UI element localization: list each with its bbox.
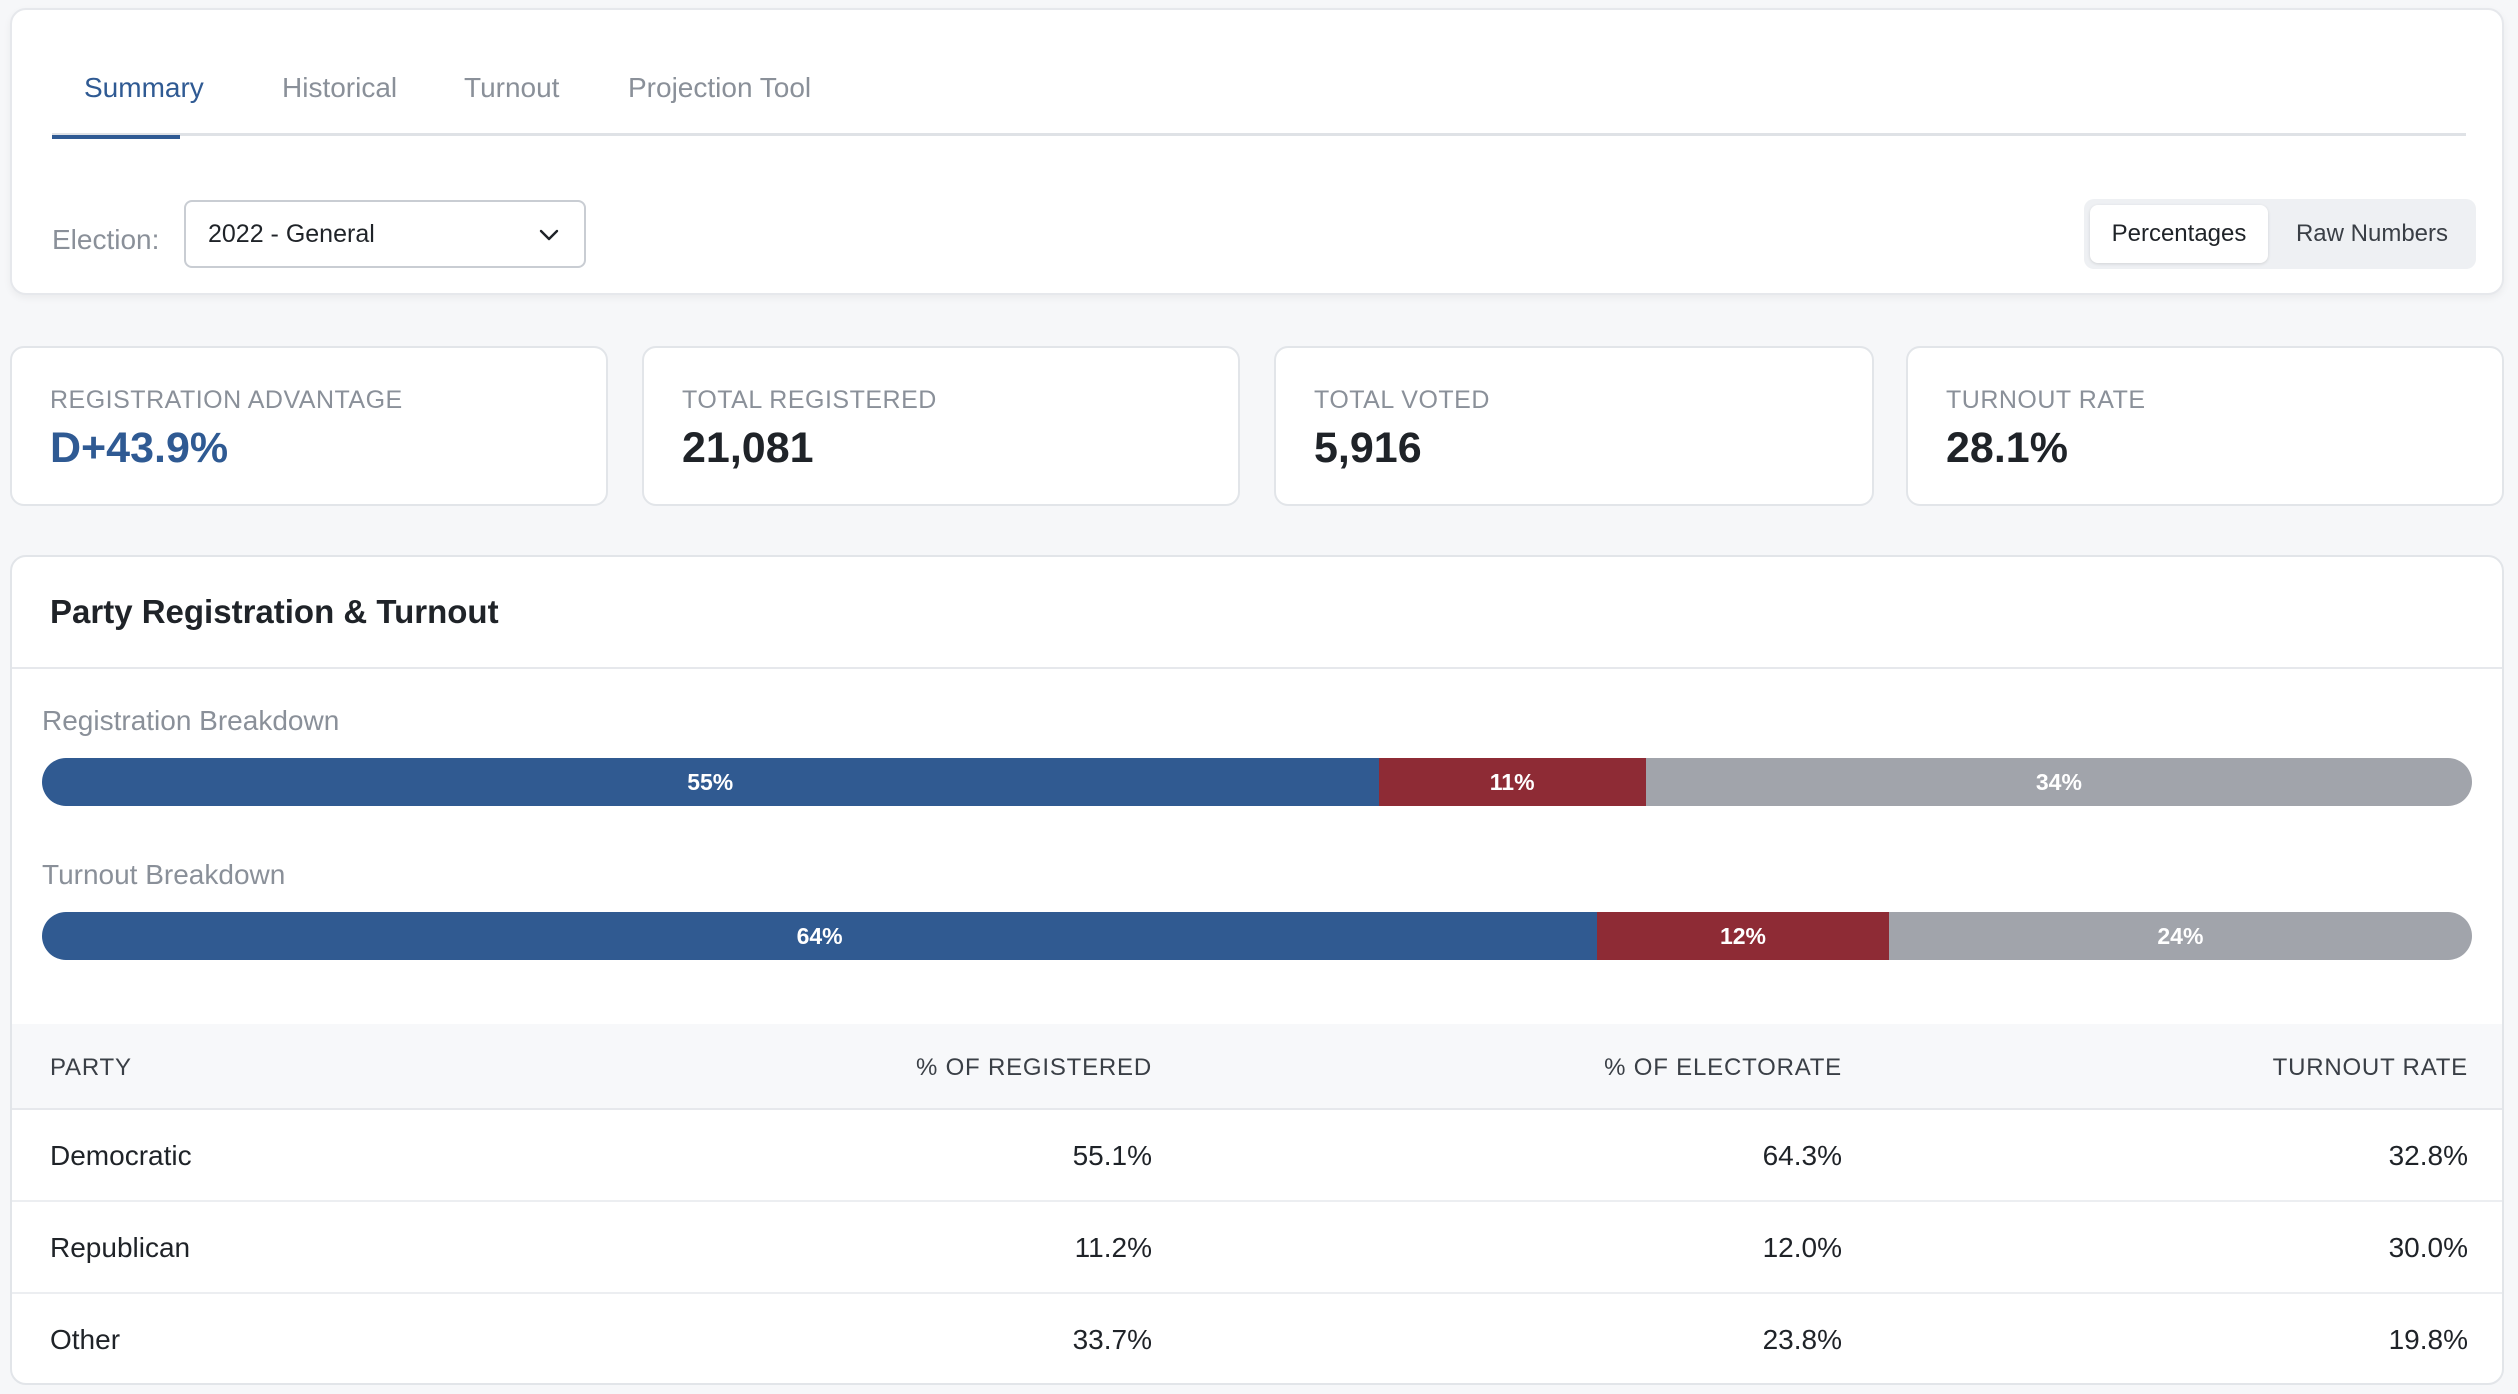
raw-numbers-toggle[interactable]: Raw Numbers bbox=[2295, 220, 2449, 247]
tab-turnout[interactable]: Turnout bbox=[464, 72, 560, 103]
tab-summary[interactable]: Summary bbox=[52, 72, 204, 139]
turnout-republican-segment: 12% bbox=[1597, 912, 1889, 960]
view-toggle: Percentages Raw Numbers bbox=[2084, 199, 2476, 269]
turnout-rate-cell: 30.0% bbox=[2388, 1232, 2468, 1263]
stat-value: D+43.9% bbox=[50, 424, 229, 472]
header-party: PARTY bbox=[50, 1054, 132, 1081]
chevron-down-icon bbox=[539, 229, 559, 241]
registration-democratic-segment: 55% bbox=[42, 758, 1379, 806]
turnout-rate-cell: 19.8% bbox=[2388, 1324, 2468, 1355]
pct-registered-cell: 11.2% bbox=[1074, 1232, 1152, 1263]
pct-registered-cell: 33.7% bbox=[1072, 1324, 1152, 1355]
pct-registered-cell: 55.1% bbox=[1072, 1140, 1152, 1171]
panel-title: Party Registration & Turnout bbox=[50, 593, 499, 630]
party-cell: Republican bbox=[50, 1232, 191, 1263]
divider bbox=[12, 667, 2502, 669]
election-label: Election: bbox=[52, 224, 160, 255]
registration-other-segment: 34% bbox=[1645, 758, 2472, 806]
controls-panel: Summary Historical Turnout Projection To… bbox=[10, 8, 2504, 295]
registration-advantage-card: REGISTRATION ADVANTAGE D+43.9% bbox=[10, 346, 608, 506]
table-row: Republican 11.2% 12.0% 30.0% bbox=[12, 1202, 2502, 1294]
party-registration-panel: Party Registration & Turnout Registratio… bbox=[10, 555, 2504, 1385]
stat-label: TOTAL VOTED bbox=[1314, 386, 1490, 414]
election-select-value: 2022 - General bbox=[208, 220, 375, 248]
registration-breakdown-bar: 55% 11% 34% bbox=[42, 758, 2472, 806]
stat-value: 28.1% bbox=[1946, 424, 2068, 472]
turnout-breakdown-bar: 64% 12% 24% bbox=[42, 912, 2472, 960]
turnout-democratic-segment: 64% bbox=[42, 912, 1598, 960]
tab-projection-tool[interactable]: Projection Tool bbox=[628, 72, 812, 103]
tab-bar: Summary Historical Turnout Projection To… bbox=[52, 10, 2466, 139]
stat-label: REGISTRATION ADVANTAGE bbox=[50, 386, 403, 414]
turnout-other-segment: 24% bbox=[1888, 912, 2472, 960]
table-row: Other 33.7% 23.8% 19.8% bbox=[12, 1294, 2502, 1383]
pct-electorate-cell: 12.0% bbox=[1762, 1232, 1842, 1263]
stat-value: 5,916 bbox=[1314, 424, 1422, 472]
pct-electorate-cell: 64.3% bbox=[1762, 1140, 1842, 1171]
header-pct-registered: % OF REGISTERED bbox=[915, 1054, 1152, 1081]
party-table: PARTY % OF REGISTERED % OF ELECTORATE TU… bbox=[12, 1024, 2502, 1383]
turnout-rate-card: TURNOUT RATE 28.1% bbox=[1906, 346, 2504, 506]
party-cell: Other bbox=[50, 1324, 121, 1355]
stat-value: 21,081 bbox=[682, 424, 814, 472]
registration-republican-segment: 11% bbox=[1378, 758, 1646, 806]
election-select[interactable]: 2022 - General bbox=[184, 200, 586, 268]
stat-label: TOTAL REGISTERED bbox=[682, 386, 937, 414]
header-pct-electorate: % OF ELECTORATE bbox=[1604, 1054, 1842, 1081]
stat-label: TURNOUT RATE bbox=[1946, 386, 2146, 414]
turnout-breakdown-label: Turnout Breakdown bbox=[42, 859, 286, 890]
turnout-rate-cell: 32.8% bbox=[2388, 1140, 2468, 1171]
total-voted-card: TOTAL VOTED 5,916 bbox=[1274, 346, 1874, 506]
pct-electorate-cell: 23.8% bbox=[1762, 1324, 1842, 1355]
table-header: PARTY % OF REGISTERED % OF ELECTORATE TU… bbox=[12, 1024, 2502, 1110]
table-row: Democratic 55.1% 64.3% 32.8% bbox=[12, 1110, 2502, 1202]
percentages-toggle[interactable]: Percentages bbox=[2090, 205, 2268, 263]
party-cell: Democratic bbox=[50, 1140, 192, 1171]
header-turnout-rate: TURNOUT RATE bbox=[2272, 1054, 2468, 1081]
total-registered-card: TOTAL REGISTERED 21,081 bbox=[642, 346, 1240, 506]
tab-historical[interactable]: Historical bbox=[282, 72, 398, 103]
registration-breakdown-label: Registration Breakdown bbox=[42, 705, 340, 736]
